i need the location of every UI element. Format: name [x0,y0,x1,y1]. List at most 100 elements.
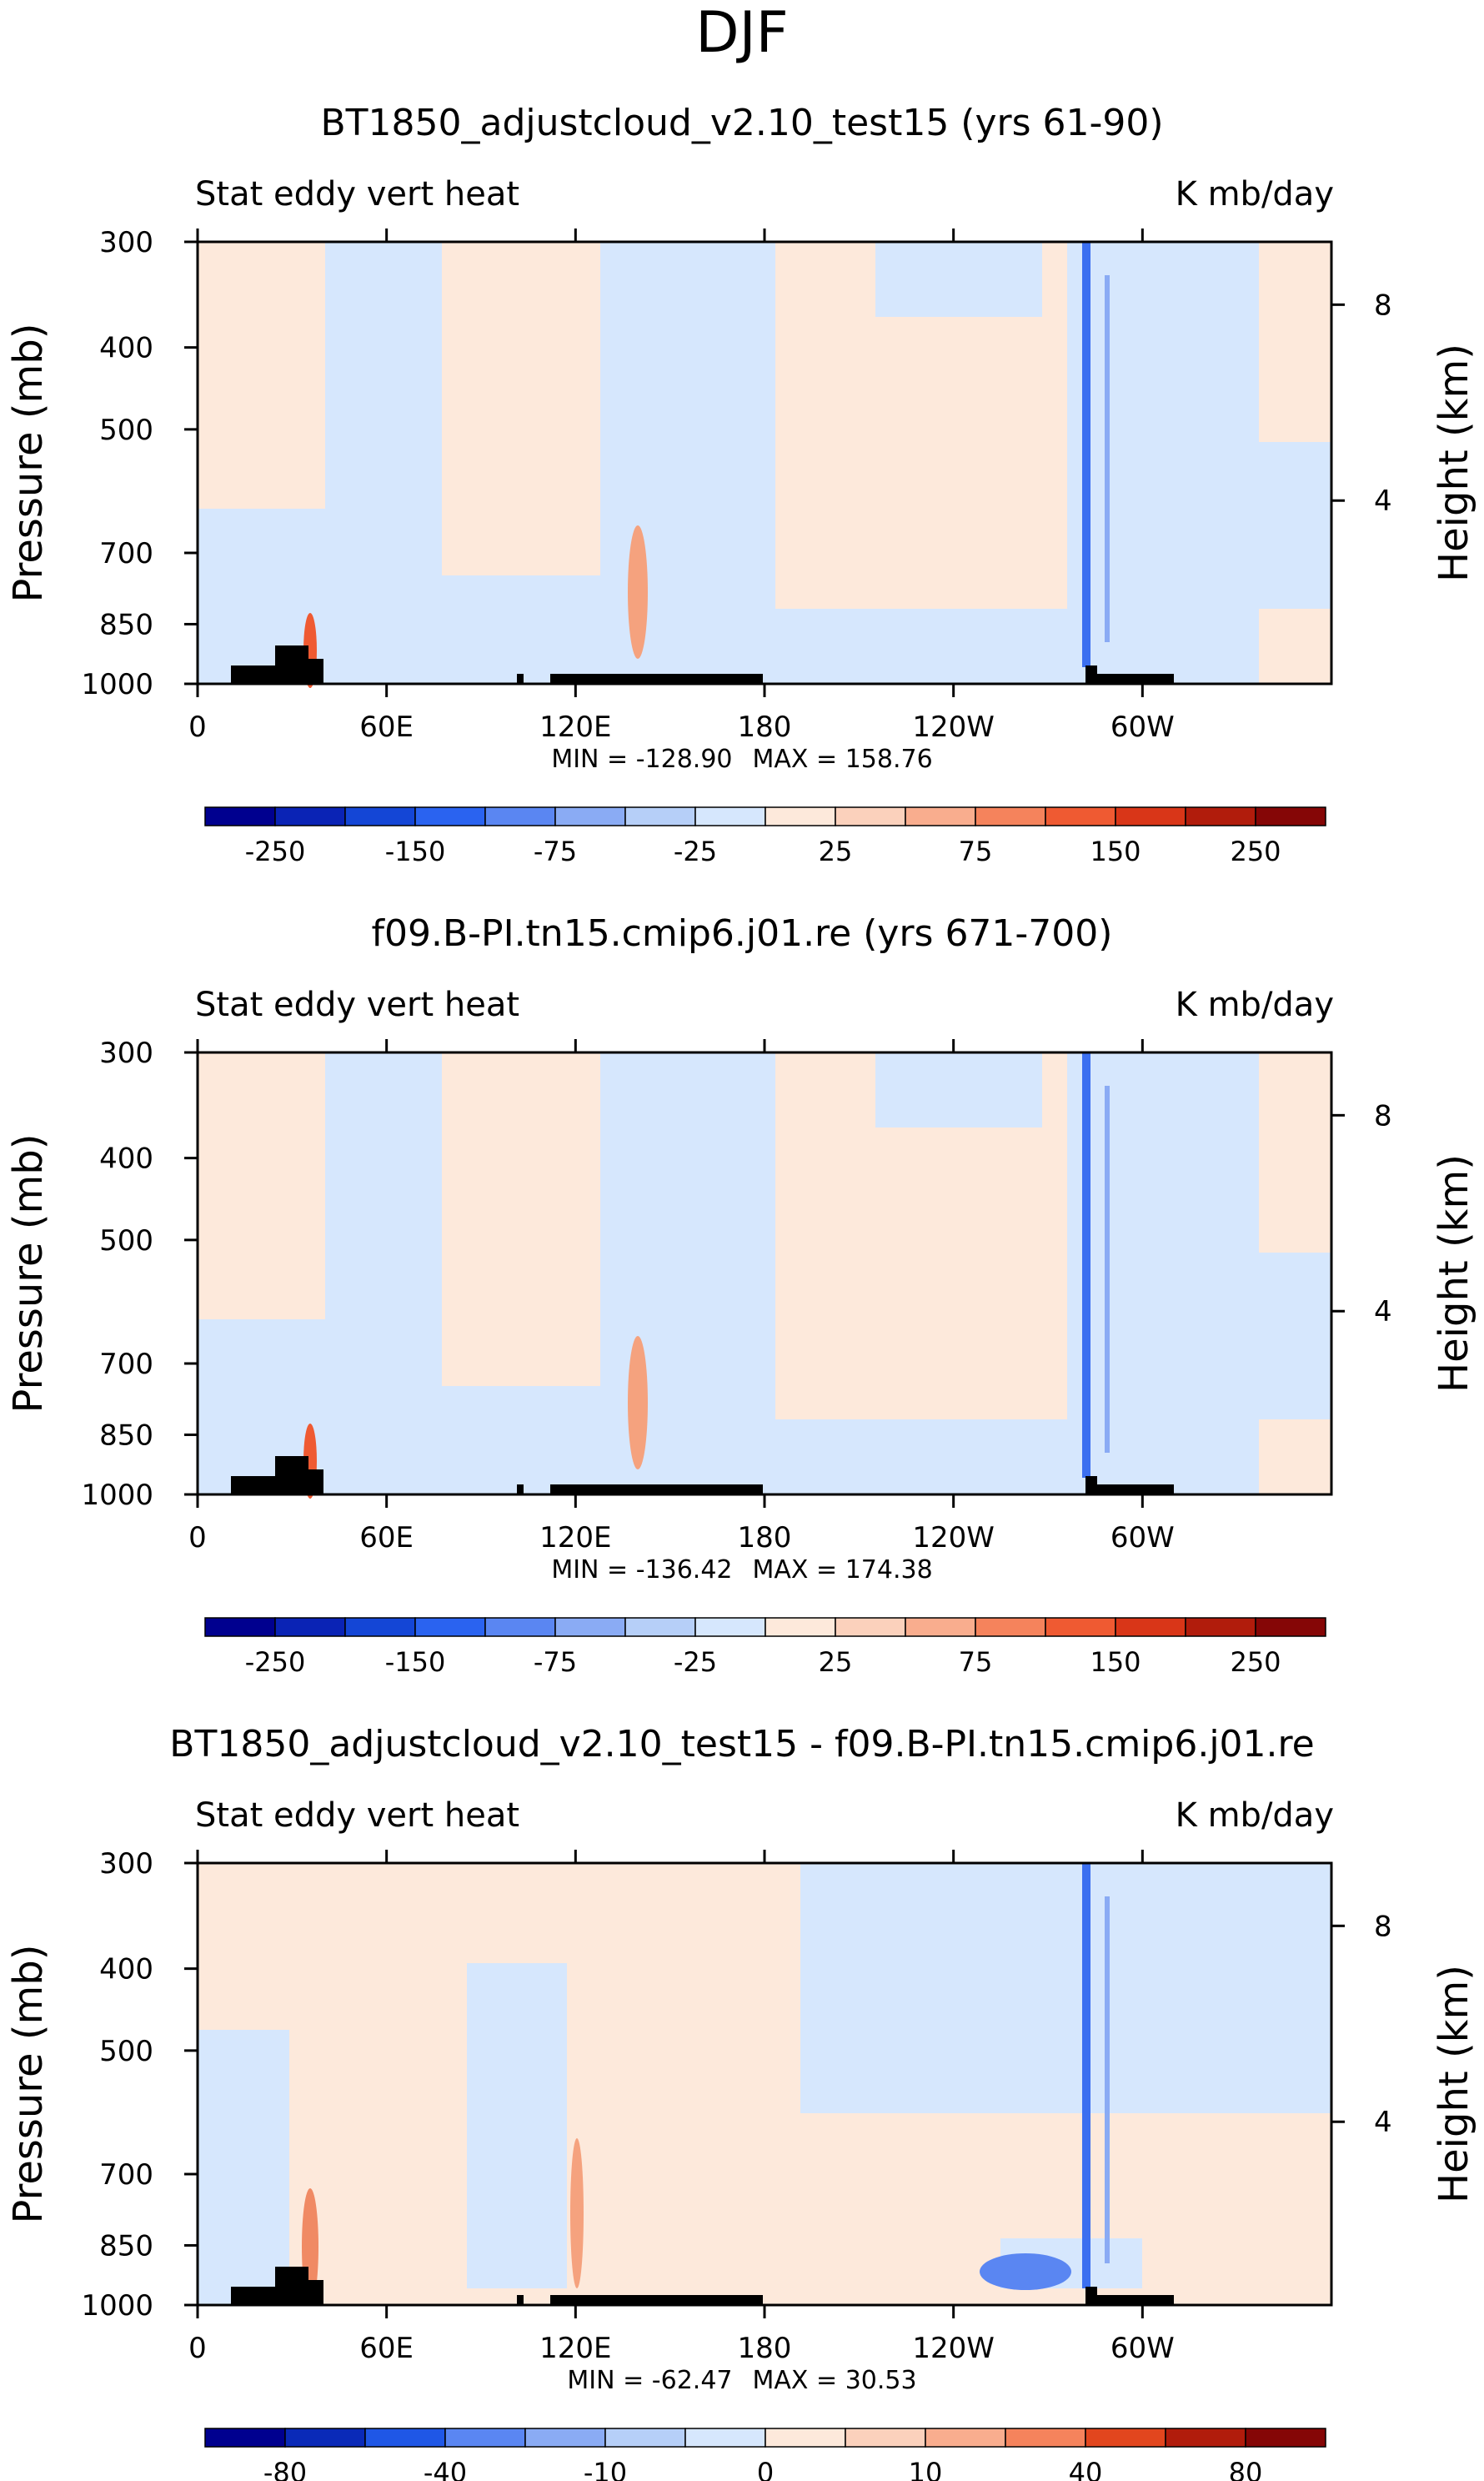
colorbar-swatch [1045,806,1116,826]
y-tick-label: 300 [99,1847,153,1881]
figure-suptitle: DJF [695,0,789,66]
plot-area [198,1052,1331,1499]
topography-block [550,674,763,684]
y-tick-label: 400 [99,1143,153,1176]
x-tick-label: 120W [912,711,995,744]
colorbar-label: -75 [534,836,577,867]
stat-min: -62.47 [652,2366,733,2395]
stat-max-label: MAX = [753,745,845,774]
topography-block [517,2295,524,2305]
x-tick-label: 120W [912,2332,995,2365]
topography-block [1085,2295,1174,2305]
colorbar-label: -10 [584,2457,627,2481]
colorbar-swatch [344,1617,416,1637]
colorbar-swatch [444,2428,526,2448]
y-tick-label: 1000 [81,1479,153,1512]
colorbar-swatch [845,2428,926,2448]
stat-max: 30.53 [845,2366,917,2395]
y2-tick-label: 8 [1374,1910,1392,1943]
negative-region [1209,442,1331,609]
colorbar-swatch [524,2428,606,2448]
topography-block [1085,1476,1097,1494]
y2-axis-title: Height (km) [1431,344,1477,582]
topography-block [275,645,308,684]
x-tick-label: 60W [1110,2332,1175,2365]
colorbar-swatch [1185,806,1256,826]
topography-block [1085,2287,1097,2305]
plot-area [198,242,1331,688]
colorbar-swatch [1045,1617,1116,1637]
x-tick-label: 180 [738,1521,792,1554]
y-tick-label: 500 [99,1224,153,1258]
colorbar-label: -150 [385,1646,446,1678]
panel-1: BT1850_adjustcloud_v2.10_test15 (yrs 61-… [5,102,1477,867]
colorbar-swatch [274,806,346,826]
negative-region [467,1963,567,2288]
negative-core [1082,242,1090,667]
x-tick-label: 0 [188,711,207,744]
colorbar-swatch [1185,1617,1256,1637]
colorbar-swatch [484,806,556,826]
topography-block [550,2295,763,2305]
topography-block [550,1484,763,1494]
left-label: Stat eddy vert heat [195,986,519,1024]
negative-core [1082,1052,1090,1478]
colorbar-swatch [1255,806,1326,826]
y-tick-label: 700 [99,1348,153,1381]
negative-region [875,242,1042,317]
colorbar: -250 -150 -75 -25 25 75 150 250 [204,806,1326,867]
negative-region [875,1052,1042,1127]
topography [231,1456,1174,1494]
y-axis-title: Pressure (mb) [5,324,52,603]
colorbar-label: -150 [385,836,446,867]
topography [231,2267,1174,2305]
stat-max: 174.38 [845,1555,933,1585]
panel-2: f09.B-PI.tn15.cmip6.j01.re (yrs 671-700)… [5,912,1477,1678]
stat-max-label: MAX = [753,2366,845,2395]
colorbar-swatch [624,806,696,826]
x-tick-label: 120E [539,1521,611,1554]
y-tick-label: 850 [99,1419,153,1452]
plot-area [198,1863,1331,2305]
colorbar-label: 150 [1090,836,1141,867]
negative-filament [1105,1896,1110,2263]
colorbar-label: 250 [1230,836,1281,867]
topography-block [275,1456,308,1494]
y-tick-label: 500 [99,2035,153,2068]
colorbar-label: -25 [674,1646,717,1678]
x-tick-label: 120W [912,1521,995,1554]
x-tick-label: 120E [539,2332,611,2365]
topography [231,645,1174,684]
colorbar-swatch [765,2428,846,2448]
colorbar-label: -80 [263,2457,307,2481]
panel-title: f09.B-PI.tn15.cmip6.j01.re (yrs 671-700) [372,912,1113,955]
colorbar-swatch [765,806,836,826]
colorbar-swatch [1245,2428,1326,2448]
y-tick-label: 500 [99,414,153,447]
colorbar-swatch [1165,2428,1246,2448]
stat-min: -128.90 [636,745,733,774]
colorbar-swatch [694,1617,766,1637]
colorbar-swatch [835,806,906,826]
stat-max-label: MAX = [753,1555,845,1585]
colorbar: -80 -40 -10 0 10 40 80 [204,2428,1326,2481]
x-tick-label: 60W [1110,711,1175,744]
stat-min-label: MIN = [551,745,635,774]
negative-region [800,1863,1331,2113]
units-label: K mb/day [1176,1796,1334,1835]
colorbar-swatch [765,1617,836,1637]
stat-min-label: MIN = [567,2366,651,2395]
positive-core [570,2138,584,2288]
x-tick-label: 60W [1110,1521,1175,1554]
y-tick-label: 300 [99,226,153,259]
left-label: Stat eddy vert heat [195,175,519,213]
topography-block [517,1484,524,1494]
panel-title: BT1850_adjustcloud_v2.10_test15 - f09.B-… [169,1723,1314,1765]
stats-line: MIN = -136.42 MAX = 174.38 [551,1555,932,1585]
positive-core [628,525,648,659]
x-tick-label: 180 [738,2332,792,2365]
x-tick-label: 180 [738,711,792,744]
colorbar-label: 80 [1229,2457,1263,2481]
colorbar-label: 0 [757,2457,774,2481]
x-tick-label: 120E [539,711,611,744]
